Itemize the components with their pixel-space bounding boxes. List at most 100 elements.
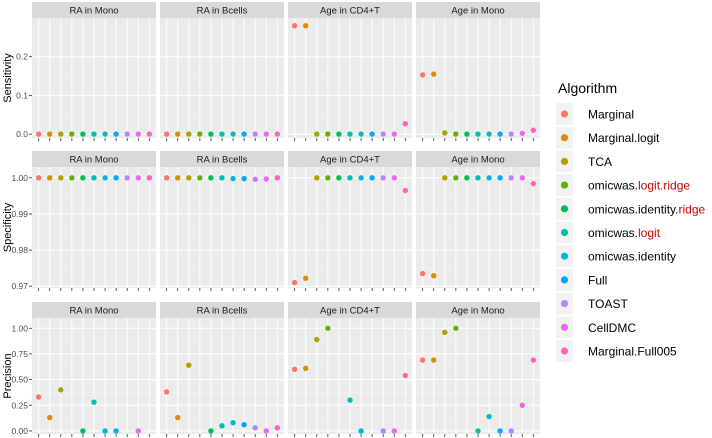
- point-omicwas-logit-ridge: [325, 325, 331, 331]
- y-tick-label: 0.25: [11, 400, 28, 410]
- facet-strip: [288, 302, 412, 318]
- point-tca: [58, 131, 64, 137]
- facet-label: Age in CD4+T: [320, 155, 380, 166]
- facet-strip: [32, 302, 156, 318]
- point-marginal: [291, 366, 298, 373]
- y-tick-label: 0.98: [11, 245, 28, 255]
- point-marginal-logit: [431, 273, 437, 279]
- point-omicwas-logit: [91, 131, 97, 137]
- legend-key-tca: [560, 157, 569, 165]
- point-marginal-logit: [175, 131, 181, 137]
- point-marginal-logit: [47, 131, 53, 137]
- point-omicwas-identity: [230, 131, 236, 137]
- y-axis-title-precision: Precision: [2, 353, 14, 398]
- legend-key-toast: [560, 300, 569, 308]
- point-full: [369, 175, 375, 181]
- point-full: [113, 428, 119, 434]
- legend-label-omicwas-logit-ridge: omicwas.logit.ridge: [588, 179, 690, 193]
- point-omicwas-identity: [486, 131, 492, 137]
- point-omicwas-logit: [219, 175, 225, 181]
- point-omicwas-logit-ridge: [325, 175, 331, 181]
- legend-label-marginal-full005: Marginal.Full005: [588, 345, 677, 359]
- point-marginal: [291, 23, 298, 29]
- point-toast: [380, 175, 386, 181]
- point-omicwas-logit-ridge: [453, 175, 459, 181]
- point-omicwas-logit-ridge: [453, 131, 459, 137]
- legend-label-marginal: Marginal: [588, 108, 634, 122]
- point-omicwas-logit-ridge: [453, 325, 459, 331]
- point-celldmc: [263, 428, 269, 434]
- legend-key-omicwas-logit-ridge: [560, 181, 569, 189]
- point-tca: [186, 131, 192, 137]
- point-tca: [442, 130, 448, 136]
- facet-strip: [160, 2, 284, 18]
- point-omicwas-logit-ridge: [197, 175, 203, 181]
- point-full: [241, 422, 247, 428]
- point-marginal: [163, 389, 170, 395]
- point-toast: [508, 131, 514, 137]
- point-celldmc: [391, 131, 397, 137]
- point-celldmc: [519, 130, 525, 137]
- facet-strip: [416, 2, 540, 18]
- point-omicwas-logit: [91, 175, 97, 181]
- point-toast: [380, 131, 386, 137]
- point-full: [241, 131, 247, 137]
- legend-label-omicwas-identity-ridge: omicwas.identity.ridge: [588, 202, 705, 216]
- facet-label: Age in Mono: [451, 306, 504, 317]
- point-omicwas-identity: [230, 175, 236, 182]
- point-tca: [314, 175, 320, 181]
- point-marginal-logit: [47, 175, 53, 181]
- point-omicwas-logit: [219, 423, 225, 429]
- facet-label: RA in Bcells: [197, 306, 248, 317]
- point-celldmc: [135, 175, 141, 181]
- facet-label: Age in CD4+T: [320, 6, 380, 17]
- legend-label-tca: TCA: [588, 155, 612, 169]
- y-tick-label: 0.1: [16, 90, 28, 100]
- y-tick-label: 0.00: [11, 426, 28, 436]
- legend-key-omicwas-identity-ridge: [560, 205, 569, 213]
- point-marginal-logit: [431, 357, 437, 363]
- point-celldmc: [391, 428, 397, 434]
- point-toast: [124, 131, 130, 137]
- point-omicwas-identity-ridge: [80, 428, 86, 434]
- point-marginal-full005: [402, 187, 409, 194]
- point-full: [241, 175, 247, 182]
- point-omicwas-logit: [475, 175, 481, 181]
- legend-label-part: Marginal.logit: [588, 131, 660, 145]
- facet-label: RA in Bcells: [197, 6, 248, 17]
- point-omicwas-identity: [486, 413, 492, 420]
- facet-strip: [288, 2, 412, 18]
- point-marginal: [35, 394, 42, 400]
- legend-key-full: [560, 276, 569, 284]
- legend-label-part: logit: [638, 226, 661, 240]
- facet-strip: [288, 151, 412, 167]
- point-tca: [442, 329, 448, 336]
- point-omicwas-logit-ridge: [69, 131, 75, 137]
- point-omicwas-logit-ridge: [325, 131, 331, 137]
- point-omicwas-identity: [230, 420, 236, 426]
- y-axis-title-sensitivity: Sensitivity: [2, 53, 14, 103]
- point-marginal-logit: [303, 23, 309, 29]
- legend-label-full: Full: [588, 273, 607, 287]
- y-axis-title-specificity: Specificity: [2, 202, 14, 252]
- point-omicwas-logit: [219, 131, 225, 137]
- facet-strip: [160, 302, 284, 318]
- point-tca: [58, 387, 64, 393]
- point-omicwas-identity: [102, 175, 108, 181]
- point-omicwas-identity-ridge: [336, 175, 342, 181]
- legend-key-celldmc: [560, 323, 569, 331]
- point-marginal-logit: [303, 275, 309, 281]
- facet-strip: [160, 151, 284, 167]
- legend-panel: [556, 104, 704, 368]
- legend-label-part: omicwas.: [588, 226, 638, 240]
- point-marginal-full005: [402, 120, 409, 127]
- point-celldmc: [263, 131, 269, 137]
- y-tick-label: 0.2: [16, 52, 28, 62]
- point-toast: [124, 175, 130, 181]
- point-marginal-full005: [530, 127, 537, 133]
- legend-label-part: Marginal.Full005: [588, 345, 677, 359]
- point-celldmc: [135, 131, 141, 137]
- point-toast: [252, 131, 258, 137]
- point-marginal: [419, 357, 426, 363]
